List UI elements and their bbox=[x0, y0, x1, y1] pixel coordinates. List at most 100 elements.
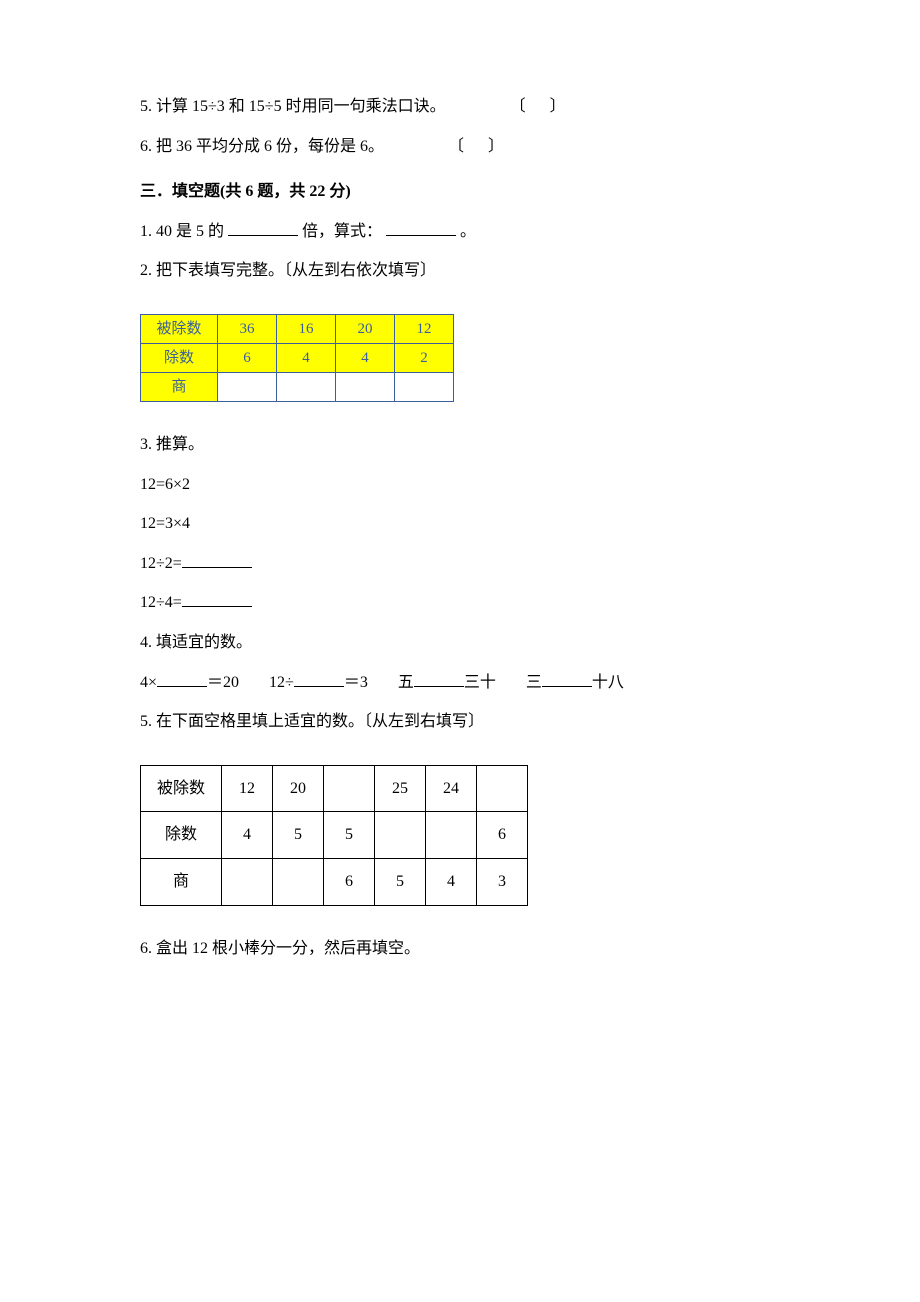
table1-divisor-label: 除数 bbox=[141, 343, 218, 372]
table2-cell: 5 bbox=[273, 812, 324, 859]
f1-text-b: 倍，算式： bbox=[302, 223, 382, 240]
f4-blank-3 bbox=[414, 670, 464, 687]
f3-line-3: 12÷2= bbox=[140, 551, 780, 577]
paren-open: 〔 bbox=[448, 138, 464, 155]
paren-open: 〔 bbox=[510, 98, 526, 115]
q5-number: 5. bbox=[140, 98, 152, 115]
f3-line-2: 12=3×4 bbox=[140, 511, 780, 537]
table2-cell: 12 bbox=[222, 765, 273, 812]
paren-close: 〕 bbox=[550, 98, 566, 115]
q6-text: 把 36 平均分成 6 份，每份是 6。 bbox=[156, 138, 384, 155]
table1-cell: 4 bbox=[336, 343, 395, 372]
q5-text: 计算 15÷3 和 15÷5 时用同一句乘法口诀。 bbox=[156, 98, 446, 115]
f3-line-4: 12÷4= bbox=[140, 590, 780, 616]
worksheet-page: 5. 计算 15÷3 和 15÷5 时用同一句乘法口诀。 〔 〕 6. 把 36… bbox=[0, 0, 920, 1035]
table1-dividend-row: 被除数 36 16 20 12 bbox=[141, 314, 454, 343]
table1-cell bbox=[218, 372, 277, 401]
f1-blank-2 bbox=[386, 219, 456, 236]
paren-close: 〕 bbox=[488, 138, 504, 155]
table2-cell bbox=[222, 858, 273, 905]
table2-divisor-row: 除数 4 5 5 6 bbox=[141, 812, 528, 859]
table2-cell bbox=[273, 858, 324, 905]
f4-p2a: 12÷ bbox=[269, 674, 294, 691]
table2-cell: 5 bbox=[375, 858, 426, 905]
table2-dividend-label: 被除数 bbox=[141, 765, 222, 812]
table2-dividend-row: 被除数 12 20 25 24 bbox=[141, 765, 528, 812]
table1-cell: 4 bbox=[277, 343, 336, 372]
q6-answer-paren: 〔 〕 bbox=[448, 134, 504, 160]
f5-text: 在下面空格里填上适宜的数。〔从左到右填写〕 bbox=[156, 713, 484, 730]
division-table-2: 被除数 12 20 25 24 除数 4 5 5 6 商 6 5 4 3 bbox=[140, 765, 528, 906]
table2-cell: 20 bbox=[273, 765, 324, 812]
f1-text-a: 40 是 5 的 bbox=[156, 223, 224, 240]
table1-cell bbox=[395, 372, 454, 401]
f3-expr-4: 12÷4= bbox=[140, 594, 182, 611]
f4-text: 填适宜的数。 bbox=[156, 634, 252, 651]
fill-2: 2. 把下表填写完整。〔从左到右依次填写〕 bbox=[140, 258, 780, 284]
q6-number: 6. bbox=[140, 138, 152, 155]
table1-cell bbox=[336, 372, 395, 401]
f1-text-c: 。 bbox=[460, 223, 476, 240]
f4-number: 4. bbox=[140, 634, 152, 651]
table2-quotient-row: 商 6 5 4 3 bbox=[141, 858, 528, 905]
f5-number: 5. bbox=[140, 713, 152, 730]
table2-cell bbox=[426, 812, 477, 859]
f4-expressions: 4× ＝20 12÷ ＝3 五 三十 三 十八 bbox=[140, 670, 780, 696]
table2-divisor-label: 除数 bbox=[141, 812, 222, 859]
f4-p4a: 三 bbox=[526, 674, 542, 691]
f1-number: 1. bbox=[140, 223, 152, 240]
f3-blank-1 bbox=[182, 551, 252, 568]
table2-quotient-label: 商 bbox=[141, 858, 222, 905]
f4-blank-2 bbox=[294, 670, 344, 687]
table2-cell: 25 bbox=[375, 765, 426, 812]
f2-number: 2. bbox=[140, 262, 152, 279]
question-6: 6. 把 36 平均分成 6 份，每份是 6。 〔 〕 bbox=[140, 134, 780, 160]
fill-1: 1. 40 是 5 的 倍，算式： 。 bbox=[140, 219, 780, 245]
f3-blank-2 bbox=[182, 590, 252, 607]
table2-cell: 6 bbox=[324, 858, 375, 905]
table1-cell: 36 bbox=[218, 314, 277, 343]
f1-blank-1 bbox=[228, 219, 298, 236]
table1-cell: 6 bbox=[218, 343, 277, 372]
q5-answer-paren: 〔 〕 bbox=[510, 94, 566, 120]
f4-p4b: 十八 bbox=[592, 674, 624, 691]
table1-cell: 12 bbox=[395, 314, 454, 343]
f4-p2b: ＝3 bbox=[344, 674, 368, 691]
f2-text: 把下表填写完整。〔从左到右依次填写〕 bbox=[156, 262, 436, 279]
f4-blank-4 bbox=[542, 670, 592, 687]
f4-p1b: ＝20 bbox=[207, 674, 239, 691]
table1-cell bbox=[277, 372, 336, 401]
f3-number: 3. bbox=[140, 436, 152, 453]
f6-text: 盒出 12 根小棒分一分，然后再填空。 bbox=[156, 940, 420, 957]
table1-cell: 2 bbox=[395, 343, 454, 372]
table2-cell bbox=[324, 765, 375, 812]
table2-cell: 5 bbox=[324, 812, 375, 859]
table2-cell: 24 bbox=[426, 765, 477, 812]
question-5: 5. 计算 15÷3 和 15÷5 时用同一句乘法口诀。 〔 〕 bbox=[140, 94, 780, 120]
f4-p1a: 4× bbox=[140, 674, 157, 691]
table2-cell bbox=[375, 812, 426, 859]
table2-cell: 4 bbox=[426, 858, 477, 905]
f3-expr-3: 12÷2= bbox=[140, 555, 182, 572]
fill-6: 6. 盒出 12 根小棒分一分，然后再填空。 bbox=[140, 936, 780, 962]
table1-dividend-label: 被除数 bbox=[141, 314, 218, 343]
division-table-1: 被除数 36 16 20 12 除数 6 4 4 2 商 bbox=[140, 314, 454, 402]
table2-cell: 4 bbox=[222, 812, 273, 859]
fill-5: 5. 在下面空格里填上适宜的数。〔从左到右填写〕 bbox=[140, 709, 780, 735]
table1-cell: 16 bbox=[277, 314, 336, 343]
fill-4: 4. 填适宜的数。 bbox=[140, 630, 780, 656]
table2-cell: 6 bbox=[477, 812, 528, 859]
table1-divisor-row: 除数 6 4 4 2 bbox=[141, 343, 454, 372]
fill-3: 3. 推算。 bbox=[140, 432, 780, 458]
f4-p3a: 五 bbox=[398, 674, 414, 691]
f3-text: 推算。 bbox=[156, 436, 204, 453]
table2-cell bbox=[477, 765, 528, 812]
table2-cell: 3 bbox=[477, 858, 528, 905]
f6-number: 6. bbox=[140, 940, 152, 957]
f3-line-1: 12=6×2 bbox=[140, 472, 780, 498]
table1-quotient-row: 商 bbox=[141, 372, 454, 401]
table1-cell: 20 bbox=[336, 314, 395, 343]
f4-blank-1 bbox=[157, 670, 207, 687]
f4-p3b: 三十 bbox=[464, 674, 496, 691]
section-3-heading: 三．填空题(共 6 题，共 22 分) bbox=[140, 179, 780, 205]
